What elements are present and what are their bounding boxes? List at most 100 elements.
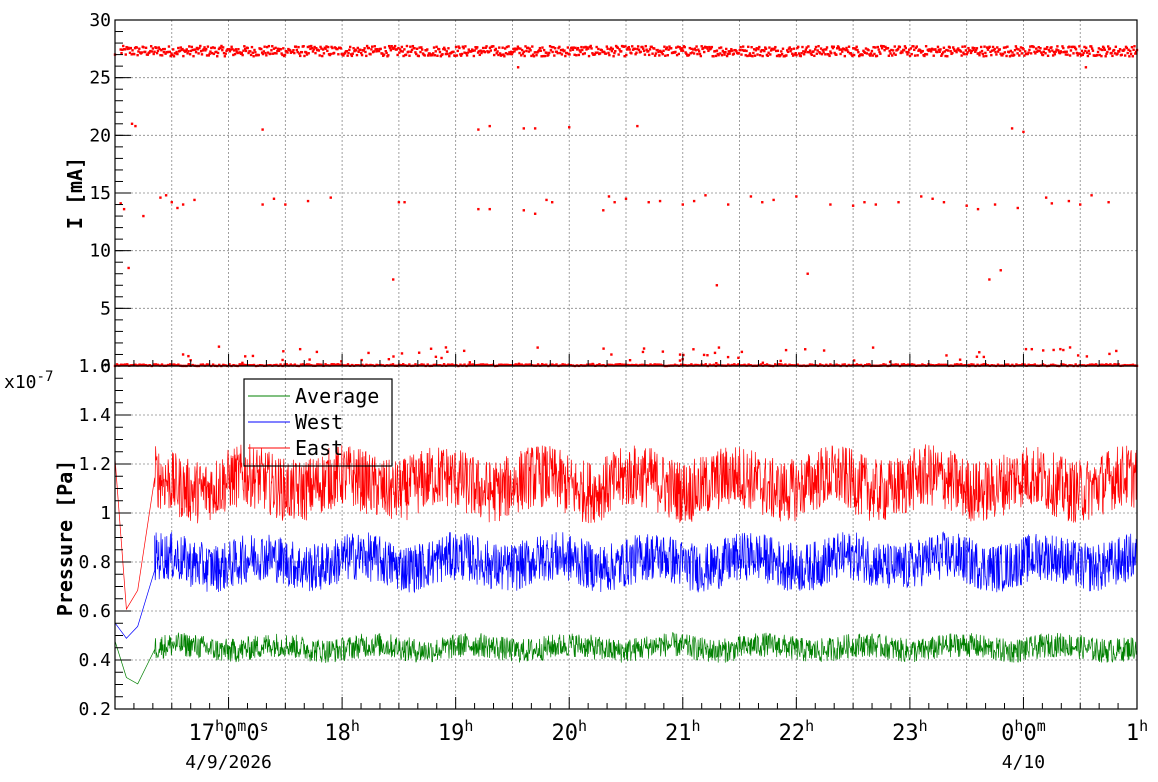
current-point [354,49,358,52]
current-point [958,358,962,361]
current-point [140,51,144,54]
current-point [934,48,937,51]
current-point [222,363,225,367]
current-point [340,360,343,363]
current-point [219,46,222,50]
current-point [365,54,368,58]
current-point [1023,363,1026,366]
time-tick-unit: h [464,717,473,735]
current-point [1068,54,1072,57]
current-point-outlier [306,199,310,203]
current-point [867,48,870,52]
current-point [310,44,313,48]
current-point [238,363,241,366]
current-point [628,364,632,367]
current-point [964,49,968,52]
time-tick-number: 18 [324,721,351,746]
current-point [588,363,591,366]
current-point [224,52,227,55]
current-point [943,363,947,367]
current-point [563,49,566,52]
current-point [175,364,178,367]
current-point [935,363,938,367]
current-point [519,47,522,50]
current-point [756,53,759,56]
current-point [561,48,564,51]
current-point [405,44,409,48]
current-point [299,54,302,58]
time-tick-unit: h [1139,717,1148,735]
current-point [372,50,376,53]
current-point [802,50,805,53]
current-point [293,51,296,55]
current-point [1053,53,1057,56]
current-point [715,49,719,52]
time-tick-label: 0h0m [1001,717,1046,746]
current-point [790,48,793,51]
current-point [796,46,799,50]
pressure-y-axis-title: Pressure [Pa] [53,460,77,617]
current-point [149,49,152,53]
current-point [815,52,819,55]
current-point [727,50,730,53]
current-point [531,45,534,48]
current-point [690,363,693,366]
current-point [289,363,292,366]
current-point [1107,363,1110,367]
current-point [1032,45,1035,49]
current-point [275,363,278,367]
current-point [1029,45,1032,48]
current-y-tick-label: 25 [89,68,111,89]
current-point [185,48,188,51]
current-point [1076,54,1079,57]
current-point [868,363,872,367]
current-point [1018,54,1021,57]
current-point [1001,52,1005,56]
current-point [799,54,802,58]
current-point [1027,51,1030,54]
current-point [1098,53,1101,57]
current-point [651,364,654,367]
current-point [1118,50,1121,53]
time-tick-unit: h [805,717,814,735]
current-point [273,51,277,55]
current-point [215,50,218,54]
current-point [749,54,752,57]
current-point [594,51,598,54]
current-point [481,46,485,50]
current-point [793,53,797,56]
current-point [1015,47,1018,50]
current-point [330,363,333,366]
current-point [232,49,236,52]
current-point [500,363,503,366]
current-point [1074,363,1077,366]
current-point [846,50,850,54]
current-point [737,52,741,55]
current-point [952,48,956,51]
legend-label-average: Average [295,384,379,408]
current-point [576,46,580,50]
current-point [740,53,743,56]
current-point [500,53,503,57]
current-point [355,53,359,57]
current-point [593,53,597,56]
current-point [564,54,567,58]
current-point [779,359,782,363]
current-point [937,48,941,51]
current-point [525,49,528,53]
pressure-x-ticks [114,697,1138,709]
current-point [357,364,360,367]
current-point [613,51,616,55]
current-point [808,363,812,366]
current-point [311,50,315,53]
current-point [261,52,265,56]
current-point [371,45,374,48]
current-point [896,47,900,51]
current-point [433,54,437,57]
current-point [272,47,276,50]
legend: Average West East [243,378,393,467]
current-point [217,47,221,51]
current-point [273,363,276,367]
current-point [773,47,776,50]
current-point [633,47,636,51]
